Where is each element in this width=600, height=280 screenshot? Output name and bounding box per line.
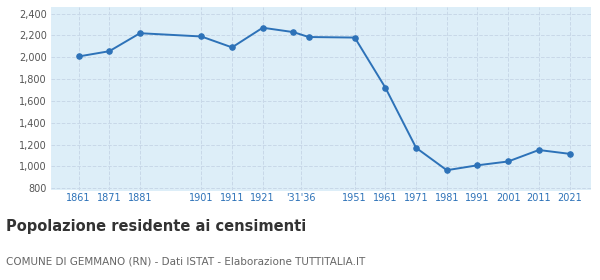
Point <box>74 54 83 59</box>
Point <box>304 35 314 39</box>
Point <box>289 30 298 34</box>
Point <box>534 148 544 152</box>
Point <box>412 146 421 150</box>
Point <box>442 168 452 172</box>
Point <box>258 25 268 30</box>
Text: COMUNE DI GEMMANO (RN) - Dati ISTAT - Elaborazione TUTTITALIA.IT: COMUNE DI GEMMANO (RN) - Dati ISTAT - El… <box>6 256 365 267</box>
Point <box>135 31 145 36</box>
Text: Popolazione residente ai censimenti: Popolazione residente ai censimenti <box>6 219 306 234</box>
Point <box>227 45 237 50</box>
Point <box>565 151 574 156</box>
Point <box>503 159 513 164</box>
Point <box>197 34 206 39</box>
Point <box>380 86 390 90</box>
Point <box>473 163 482 167</box>
Point <box>104 49 114 53</box>
Point <box>350 35 359 40</box>
